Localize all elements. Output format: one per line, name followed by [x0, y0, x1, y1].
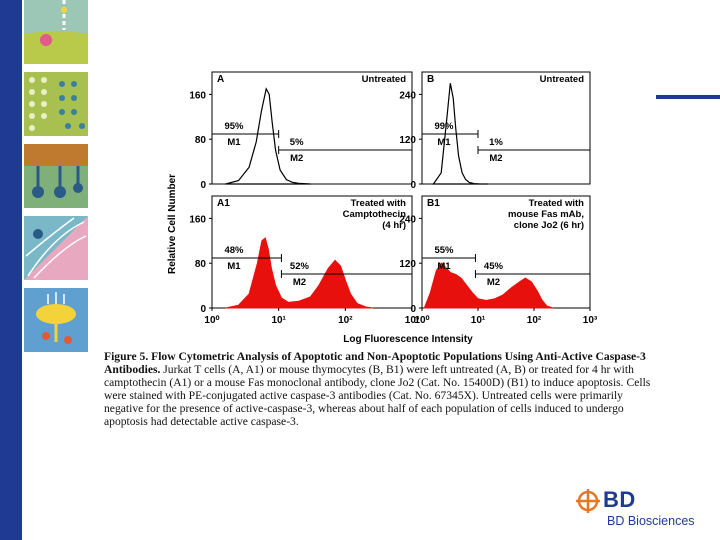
sidebar-stripe	[0, 0, 22, 540]
panel-label: A1	[217, 198, 230, 209]
x-tick-label: 10¹	[471, 315, 486, 326]
gate-name: M2	[290, 153, 303, 164]
gate-name: M1	[227, 261, 241, 272]
condition-label: Treated with	[529, 198, 585, 209]
y-tick-label: 0	[410, 304, 416, 315]
caption-title: Figure 5. Flow Cytometric Analysis of Ap…	[104, 350, 646, 376]
x-tick-label: 10¹	[271, 315, 286, 326]
y-tick-label: 240	[399, 90, 416, 101]
histogram-panel-b: 0 120 240 B Untreated 99% M1 1% M2	[399, 71, 591, 191]
panel-label: A	[217, 74, 224, 85]
panel-label: B1	[427, 198, 440, 209]
histogram-curve	[225, 87, 311, 185]
gate-percent: 5%	[290, 137, 304, 148]
figure-caption: Figure 5. Flow Cytometric Analysis of Ap…	[104, 350, 659, 475]
x-tick-label: 10²	[338, 315, 353, 326]
gate-percent: 95%	[224, 121, 244, 132]
panel-frame	[211, 71, 413, 185]
histogram-panel-a: 0 80 160 A Untreated 95% M1 5% M2	[189, 71, 413, 191]
gate-name: M2	[293, 277, 306, 288]
x-tick-label: 10⁰	[414, 315, 429, 326]
y-tick-label: 160	[189, 214, 206, 225]
x-tick-label: 10⁰	[204, 315, 219, 326]
y-tick-label: 80	[195, 135, 207, 146]
gate-percent: 55%	[434, 245, 454, 256]
caption-body: Jurkat T cells (A, A1) or mouse thymocyt…	[104, 363, 651, 428]
gate-name: M1	[437, 261, 451, 272]
brand: BD BD Biosciences	[575, 487, 715, 532]
gate-name: M1	[437, 137, 451, 148]
condition-label: (4 hr)	[382, 220, 406, 231]
panel-frame	[421, 71, 591, 185]
y-tick-label: 160	[189, 90, 206, 101]
header-rule	[656, 95, 720, 99]
y-axis-label: Relative Cell Number	[167, 174, 178, 274]
histogram-curve	[423, 262, 554, 309]
brand-logo-text: BD	[603, 487, 636, 512]
x-axis-label: Log Fluorescence Intensity	[343, 334, 473, 345]
y-tick-label: 240	[399, 214, 416, 225]
histogram-curve	[432, 83, 488, 185]
y-tick-label: 0	[200, 180, 206, 191]
gate-name: M2	[489, 153, 502, 164]
cell-membrane-thumbnail	[24, 0, 88, 64]
gate-name: M2	[487, 277, 500, 288]
y-tick-label: 0	[410, 180, 416, 191]
gate-name: M1	[227, 137, 241, 148]
bd-logo-icon	[576, 489, 600, 513]
condition-label: mouse Fas mAb,	[508, 209, 584, 220]
y-tick-label: 0	[200, 304, 206, 315]
cytoskeleton-thumbnail	[24, 216, 88, 280]
condition-label: Treated with	[351, 198, 407, 209]
gate-percent: 99%	[434, 121, 454, 132]
gate-percent: 48%	[224, 245, 244, 256]
gate-percent: 1%	[489, 137, 503, 148]
brand-name: BD Biosciences	[607, 514, 695, 528]
condition-label: clone Jo2 (6 hr)	[514, 220, 584, 231]
thumbnail-strip	[24, 0, 90, 370]
y-tick-label: 120	[399, 259, 416, 270]
y-tick-label: 120	[399, 135, 416, 146]
flow-cytometry-figure: Relative Cell Number Log Fluorescence In…	[167, 71, 598, 345]
enzyme-thumbnail	[24, 288, 88, 352]
condition-label: Untreated	[540, 74, 585, 85]
cell-grid-thumbnail	[24, 72, 88, 136]
x-tick-label: 10³	[583, 315, 598, 326]
condition-label: Untreated	[362, 74, 407, 85]
gate-percent: 52%	[290, 261, 310, 272]
receptor-thumbnail	[24, 144, 88, 208]
condition-label: Camptothecin	[343, 209, 407, 220]
gate-percent: 45%	[484, 261, 504, 272]
x-tick-label: 10²	[527, 315, 542, 326]
y-tick-label: 80	[195, 259, 207, 270]
histogram-curve	[225, 237, 374, 309]
panel-label: B	[427, 74, 434, 85]
x-tick-label: 10³	[405, 315, 420, 326]
